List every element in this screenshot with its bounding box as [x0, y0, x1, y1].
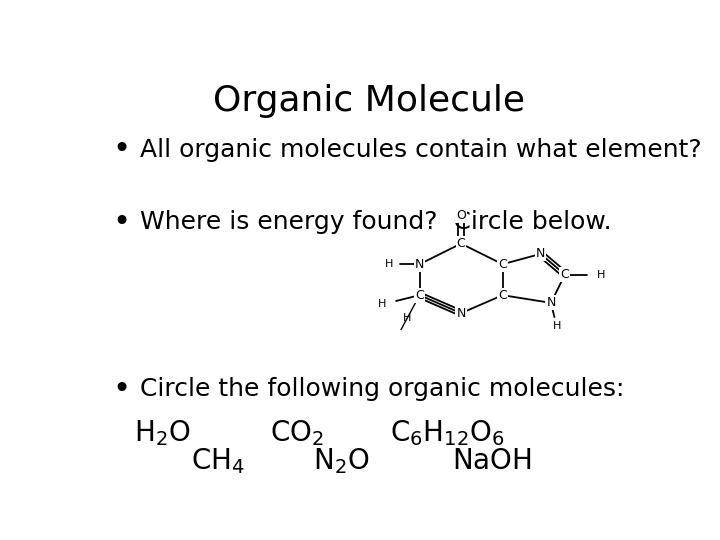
Text: N: N: [546, 296, 556, 309]
Text: C: C: [456, 237, 465, 250]
Text: $\mathregular{CH_4}$: $\mathregular{CH_4}$: [192, 446, 246, 476]
Text: Circle the following organic molecules:: Circle the following organic molecules:: [140, 377, 624, 401]
Text: H: H: [597, 269, 606, 280]
Text: C: C: [415, 289, 424, 302]
Text: N: N: [536, 247, 545, 260]
Text: H: H: [403, 313, 411, 323]
Text: •: •: [112, 208, 130, 237]
Text: •: •: [112, 375, 130, 403]
Text: Organic Molecule: Organic Molecule: [213, 84, 525, 118]
Text: N: N: [456, 307, 466, 320]
Text: $\mathregular{CO_2}$: $\mathregular{CO_2}$: [269, 418, 323, 448]
Text: H: H: [384, 259, 393, 269]
Text: All organic molecules contain what element?: All organic molecules contain what eleme…: [140, 138, 702, 161]
Text: C: C: [498, 258, 507, 271]
Text: H: H: [552, 321, 561, 331]
Text: O: O: [456, 209, 466, 222]
Text: $\mathregular{C_6H_{12}O_6}$: $\mathregular{C_6H_{12}O_6}$: [390, 418, 505, 448]
Text: •: •: [112, 136, 130, 165]
Text: C: C: [498, 289, 507, 302]
Text: $\mathregular{NaOH}$: $\mathregular{NaOH}$: [452, 447, 531, 475]
Text: H: H: [377, 299, 386, 309]
Text: Where is energy found?  Circle below.: Where is energy found? Circle below.: [140, 210, 612, 234]
Text: $\mathregular{N_2O}$: $\mathregular{N_2O}$: [313, 446, 369, 476]
Text: $\mathregular{H_2O}$: $\mathregular{H_2O}$: [134, 418, 191, 448]
Text: C: C: [560, 268, 570, 281]
Text: N: N: [415, 258, 424, 271]
